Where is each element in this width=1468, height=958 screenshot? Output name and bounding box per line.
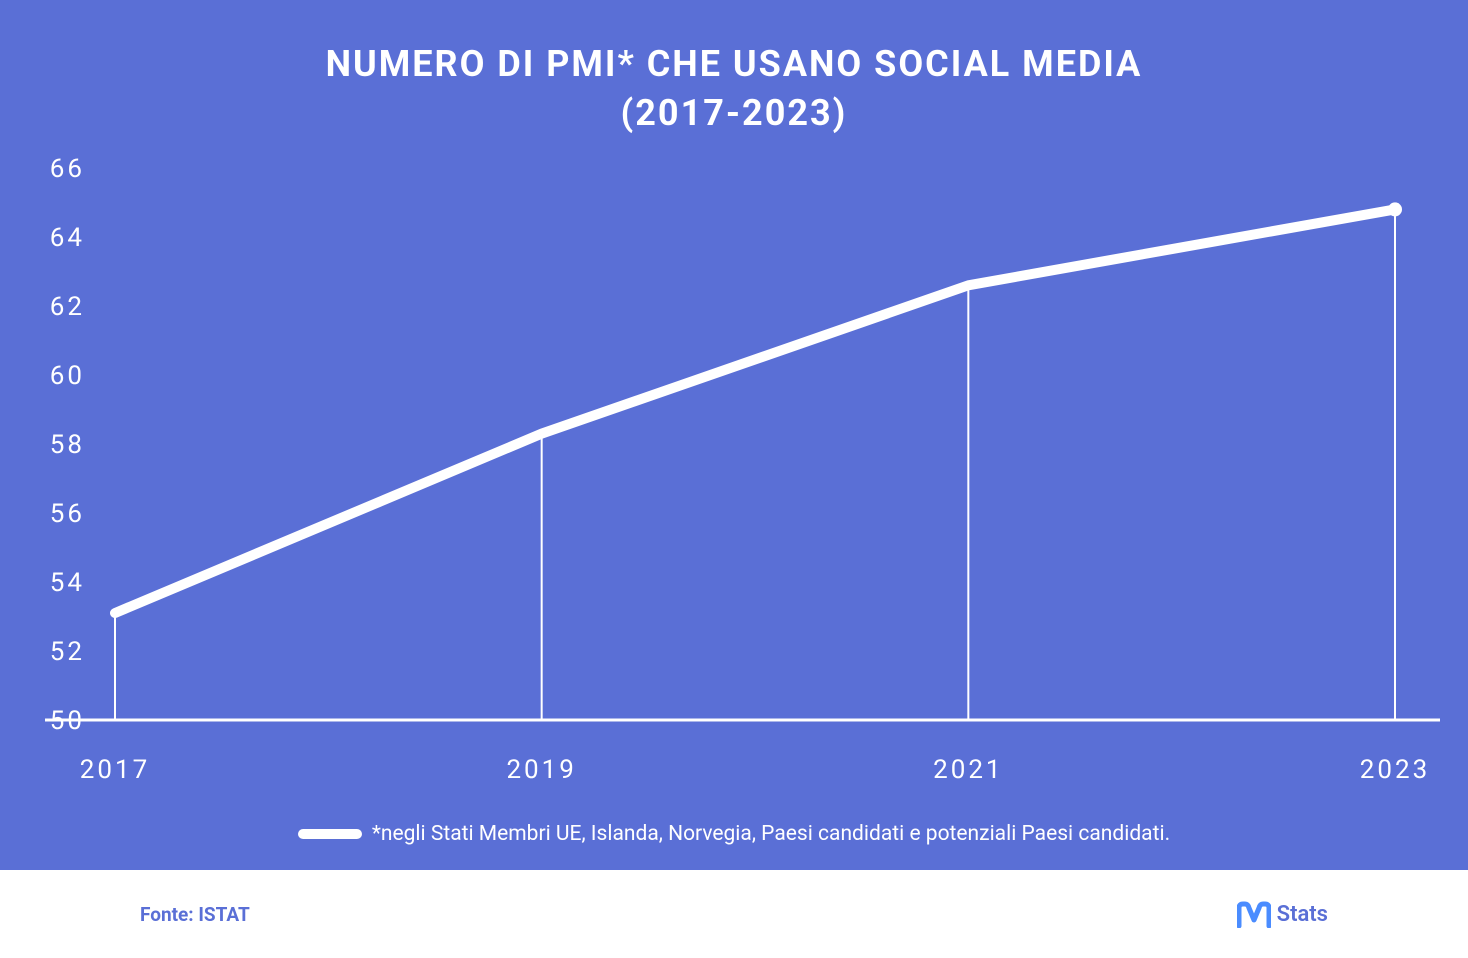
y-tick-label: 54 [50, 568, 85, 598]
source-name: ISTAT [198, 903, 249, 926]
y-tick-label: 58 [50, 430, 85, 460]
y-tick-label: 66 [50, 154, 85, 184]
footer-bar: Fonte: ISTAT Stats [0, 870, 1468, 958]
x-tick-label: 2021 [933, 755, 1003, 785]
brand-text: Stats [1277, 902, 1328, 927]
brand-m-icon [1237, 900, 1271, 928]
legend-group: *negli Stati Membri UE, Islanda, Norvegi… [298, 822, 1170, 846]
source-prefix: Fonte: [140, 903, 198, 926]
legend-swatch [298, 829, 362, 839]
chart-title: NUMERO DI PMI* CHE USANO SOCIAL MEDIA (2… [0, 40, 1468, 137]
x-tick-label: 2017 [80, 755, 150, 785]
legend-text: *negli Stati Membri UE, Islanda, Norvegi… [372, 822, 1170, 846]
brand-logo: Stats [1237, 900, 1328, 928]
chart-container: 5052545658606264662017201920212023*negli… [0, 0, 1468, 870]
y-tick-label: 64 [50, 223, 85, 253]
chart-title-line1: NUMERO DI PMI* CHE USANO SOCIAL MEDIA [326, 43, 1143, 85]
y-tick-label: 60 [50, 361, 85, 391]
x-tick-label: 2019 [506, 755, 576, 785]
y-tick-label: 52 [50, 637, 85, 667]
end-marker [1388, 202, 1402, 216]
x-tick-label: 2023 [1360, 755, 1430, 785]
legend-container: *negli Stati Membri UE, Islanda, Norvegi… [0, 814, 1468, 854]
chart-title-line2: (2017-2023) [621, 92, 848, 134]
y-tick-label: 62 [50, 292, 85, 322]
y-tick-label: 56 [50, 499, 85, 529]
source-label: Fonte: ISTAT [140, 903, 250, 926]
